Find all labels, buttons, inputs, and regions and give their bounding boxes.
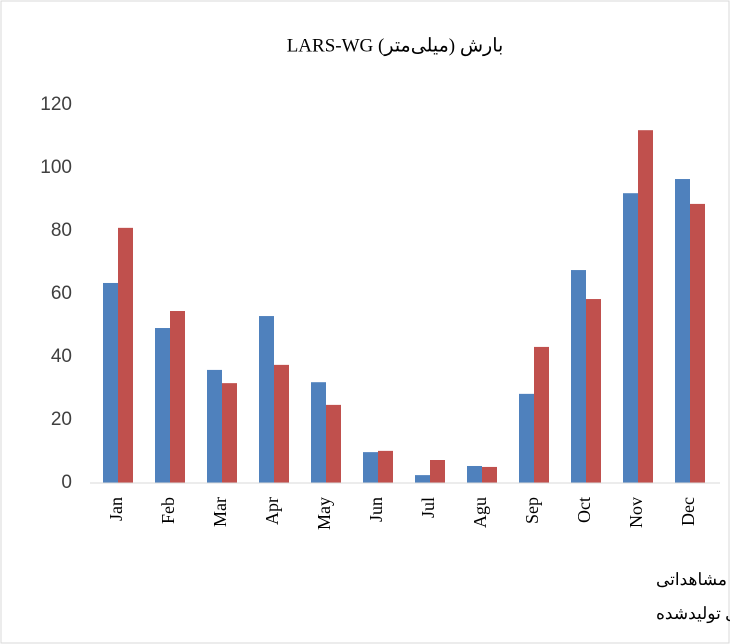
x-tick-label: Apr [262,497,282,525]
bar [690,203,705,483]
x-tick-label: Sep [522,497,542,524]
bar [623,193,638,483]
bar [482,466,497,483]
bar [586,299,601,483]
bar [534,346,549,483]
y-tick-label: 0 [61,472,72,493]
x-tick-label: Oct [574,497,594,523]
bar [326,404,341,483]
chart-title: بارش (میلی‌متر) LARS-WG [287,35,504,56]
bar [638,130,653,483]
y-tick-label: 120 [40,94,72,115]
bar [415,475,430,483]
x-tick-label: Jul [418,497,438,518]
bar [363,452,378,483]
x-tick-label: May [314,497,334,530]
x-tick-label: Mar [210,497,230,527]
y-tick-label: 20 [51,409,72,430]
bar [207,369,222,483]
bar [519,393,534,483]
bar [675,179,690,483]
bar [378,450,393,483]
bar [430,460,445,483]
bar [571,270,586,483]
bar [155,328,170,483]
y-tick-label: 60 [51,283,72,304]
bar [311,382,326,483]
x-tick-label: Dec [678,497,698,526]
bar [222,383,237,483]
bar [467,465,482,483]
y-tick-label: 40 [51,346,72,367]
y-tick-label: 80 [51,220,72,241]
bar [259,316,274,483]
x-tick-label: Jun [366,497,386,522]
y-tick-label: 100 [40,157,72,178]
bar [103,282,118,483]
x-tick-label: Feb [158,497,178,524]
x-tick-label: Jan [106,497,126,521]
bar [118,227,133,483]
bar [274,364,289,483]
bar [170,311,185,483]
x-tick-label: Agu [470,497,490,528]
legend-label: داده‌های تولیدشده [656,604,730,624]
legend-label: داده‌های مشاهداتی [656,570,730,589]
x-tick-label: Nov [626,497,646,528]
